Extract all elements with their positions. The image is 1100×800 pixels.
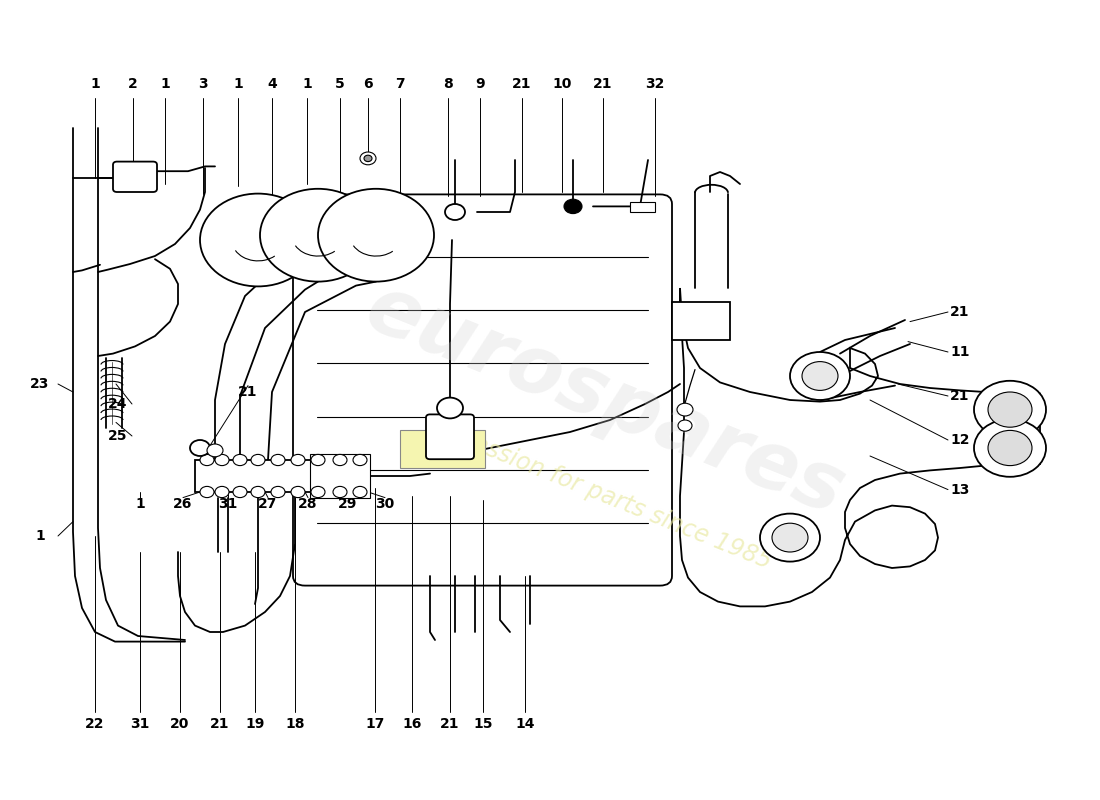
Circle shape	[333, 454, 346, 466]
Text: 31: 31	[218, 497, 238, 511]
Text: 17: 17	[365, 717, 385, 731]
Text: 21: 21	[513, 77, 531, 91]
Circle shape	[260, 189, 376, 282]
Text: 21: 21	[950, 389, 970, 403]
Text: 1: 1	[302, 77, 312, 91]
Text: 1: 1	[35, 529, 45, 543]
Circle shape	[988, 392, 1032, 427]
Text: 29: 29	[339, 497, 358, 511]
Circle shape	[760, 514, 820, 562]
Circle shape	[318, 189, 434, 282]
Circle shape	[437, 398, 463, 418]
Circle shape	[676, 403, 693, 416]
Circle shape	[446, 204, 465, 220]
Circle shape	[271, 486, 285, 498]
Text: 16: 16	[403, 717, 421, 731]
Text: 14: 14	[515, 717, 535, 731]
Circle shape	[311, 454, 324, 466]
Circle shape	[200, 194, 316, 286]
Circle shape	[360, 152, 376, 165]
Text: a passion for parts since 1985: a passion for parts since 1985	[436, 418, 774, 574]
Circle shape	[271, 454, 285, 466]
Circle shape	[292, 454, 305, 466]
Circle shape	[214, 454, 229, 466]
Text: 21: 21	[239, 385, 257, 399]
FancyBboxPatch shape	[293, 194, 672, 586]
Text: 6: 6	[363, 77, 373, 91]
Bar	[195, 460, 370, 492]
Bar	[630, 202, 654, 212]
Text: 18: 18	[285, 717, 305, 731]
Text: 31: 31	[130, 717, 150, 731]
Circle shape	[364, 155, 372, 162]
Circle shape	[311, 486, 324, 498]
Text: 5: 5	[336, 77, 345, 91]
Text: 1: 1	[161, 77, 169, 91]
Text: 13: 13	[950, 482, 970, 497]
Text: eurospares: eurospares	[354, 269, 856, 531]
Text: 32: 32	[646, 77, 664, 91]
Text: 1: 1	[135, 497, 145, 511]
Text: 21: 21	[950, 305, 970, 319]
Text: 11: 11	[950, 345, 970, 359]
Circle shape	[333, 486, 346, 498]
Text: 2: 2	[128, 77, 138, 91]
Text: 26: 26	[174, 497, 192, 511]
Text: 27: 27	[258, 497, 277, 511]
Text: 22: 22	[86, 717, 104, 731]
Text: 30: 30	[375, 497, 395, 511]
Circle shape	[233, 454, 248, 466]
Bar	[310, 454, 370, 498]
Circle shape	[772, 523, 808, 552]
Text: 28: 28	[298, 497, 318, 511]
Circle shape	[233, 486, 248, 498]
Circle shape	[974, 419, 1046, 477]
Circle shape	[974, 381, 1046, 438]
Text: 9: 9	[475, 77, 485, 91]
Circle shape	[207, 444, 223, 457]
Text: 7: 7	[395, 77, 405, 91]
Text: 19: 19	[245, 717, 265, 731]
Circle shape	[802, 362, 838, 390]
Circle shape	[190, 440, 210, 456]
Circle shape	[200, 454, 214, 466]
Circle shape	[988, 430, 1032, 466]
Text: 1: 1	[233, 77, 243, 91]
Circle shape	[790, 352, 850, 400]
Text: 15: 15	[473, 717, 493, 731]
Text: 20: 20	[170, 717, 189, 731]
Polygon shape	[680, 288, 1040, 606]
Text: 8: 8	[443, 77, 453, 91]
FancyBboxPatch shape	[426, 414, 474, 459]
Circle shape	[251, 454, 265, 466]
Text: 4: 4	[267, 77, 277, 91]
Text: 3: 3	[198, 77, 208, 91]
Bar	[400, 430, 485, 468]
Circle shape	[678, 420, 692, 431]
Circle shape	[564, 199, 582, 214]
Circle shape	[200, 486, 214, 498]
Circle shape	[292, 486, 305, 498]
Text: 21: 21	[210, 717, 230, 731]
Bar	[672, 302, 730, 340]
FancyBboxPatch shape	[113, 162, 157, 192]
Circle shape	[251, 486, 265, 498]
Text: 23: 23	[31, 377, 50, 391]
Text: 25: 25	[108, 429, 128, 443]
Text: 24: 24	[108, 397, 128, 411]
Text: 21: 21	[440, 717, 460, 731]
Text: 10: 10	[552, 77, 572, 91]
Text: 21: 21	[593, 77, 613, 91]
Text: 1: 1	[90, 77, 100, 91]
Circle shape	[214, 486, 229, 498]
Circle shape	[353, 454, 367, 466]
Text: 12: 12	[950, 433, 970, 447]
Circle shape	[353, 486, 367, 498]
